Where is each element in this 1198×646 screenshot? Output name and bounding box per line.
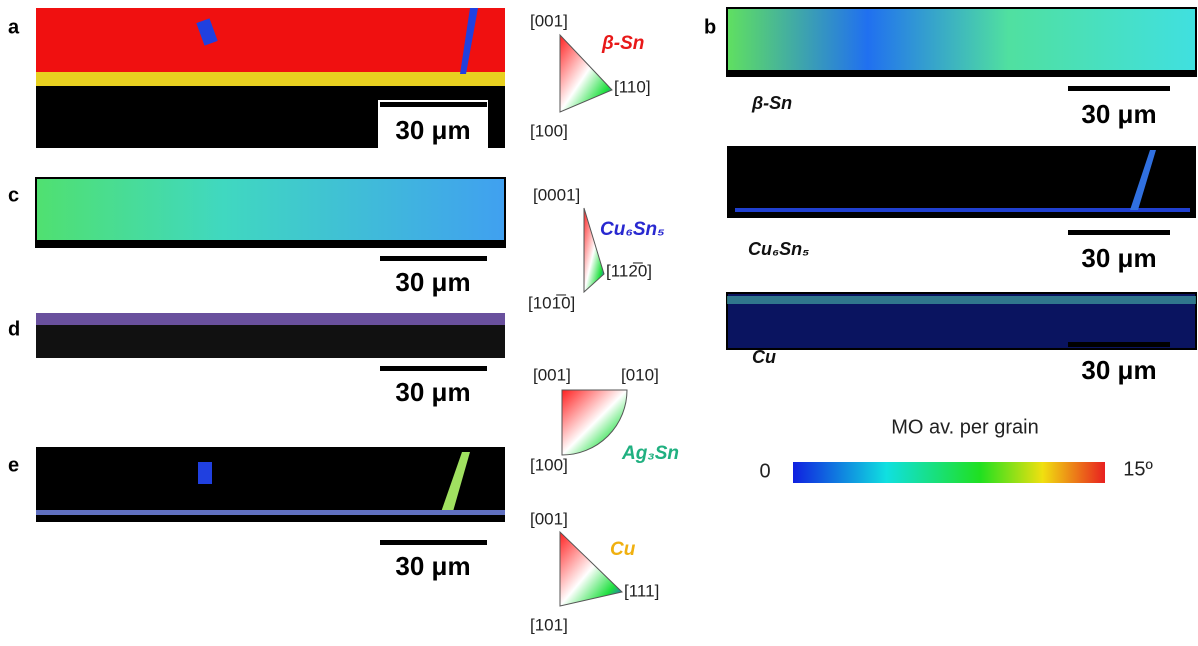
pole-label: [001]	[533, 365, 571, 384]
ipf-triangle	[559, 33, 613, 113]
scale-bar	[1068, 342, 1170, 347]
grain	[196, 18, 218, 46]
kam-map	[726, 7, 1197, 77]
map-phase-label: β-Sn	[751, 93, 792, 113]
pole-label: [100]	[530, 121, 568, 140]
panel-label: e	[8, 454, 19, 476]
pole-label: [101]	[530, 615, 568, 634]
ebsd-map	[36, 8, 505, 76]
grain	[460, 8, 478, 74]
pole-label: [112̅0]	[606, 261, 652, 280]
ipf-quadrant	[561, 389, 628, 456]
kam-map	[727, 146, 1196, 218]
pole-label: [101̅0]	[528, 293, 575, 312]
phase-label: Cu	[610, 539, 636, 560]
colorbar	[793, 462, 1105, 483]
panel-label: a	[8, 16, 20, 38]
pole-label: [110]	[614, 77, 651, 96]
map-phase-label: Cu₆Sn₅	[748, 239, 809, 259]
scale-bar-label: 30 μm	[395, 267, 470, 297]
colorbar-max: 15º	[1123, 458, 1153, 480]
phase-label: Ag₃Sn	[621, 443, 679, 464]
scale-bar	[380, 256, 487, 261]
kam-map	[727, 70, 1196, 76]
pole-label: [001]	[530, 11, 568, 30]
pole-label: [001]	[530, 509, 568, 528]
pole-label: [0001]	[533, 185, 580, 204]
scale-bar-label: 30 μm	[395, 551, 470, 581]
scale-bar-label: 30 μm	[1081, 355, 1156, 385]
ebsd-map	[36, 72, 505, 86]
pole-label: [010]	[621, 365, 659, 384]
scale-bar-bg	[378, 100, 488, 148]
panel-label: b	[704, 16, 716, 38]
scale-bar	[380, 540, 487, 545]
ebsd-map	[35, 177, 506, 248]
scale-bar-label: 30 μm	[395, 115, 470, 145]
ipf-triangle	[559, 530, 624, 607]
ipf-triangle	[583, 207, 605, 294]
scale-bar-label: 30 μm	[1081, 99, 1156, 129]
grain	[1130, 150, 1156, 210]
panel-label: c	[8, 184, 19, 206]
kam-map	[727, 296, 1196, 304]
scale-bar	[380, 366, 487, 371]
scale-bar-label: 30 μm	[1081, 243, 1156, 273]
ebsd-map	[36, 447, 505, 522]
scale-bar	[1068, 86, 1170, 91]
kam-map	[735, 208, 1190, 212]
scale-bar-label: 30 μm	[395, 377, 470, 407]
map-phase-label: Cu	[752, 347, 776, 367]
ebsd-map	[36, 240, 505, 247]
phase-label: Cu₆Sn₅	[600, 219, 665, 240]
pole-label: [100]	[530, 455, 568, 474]
panel-label: d	[8, 318, 20, 340]
grain	[440, 452, 470, 515]
phase-label: β-Sn	[601, 33, 644, 54]
grain	[198, 462, 212, 484]
scale-bar	[380, 102, 487, 107]
pole-label: [111]	[624, 581, 659, 600]
ebsd-map	[36, 510, 505, 515]
ebsd-map	[36, 313, 505, 325]
scale-bar	[1068, 230, 1170, 235]
colorbar-min: 0	[759, 460, 770, 482]
colorbar-title: MO av. per grain	[891, 416, 1038, 438]
